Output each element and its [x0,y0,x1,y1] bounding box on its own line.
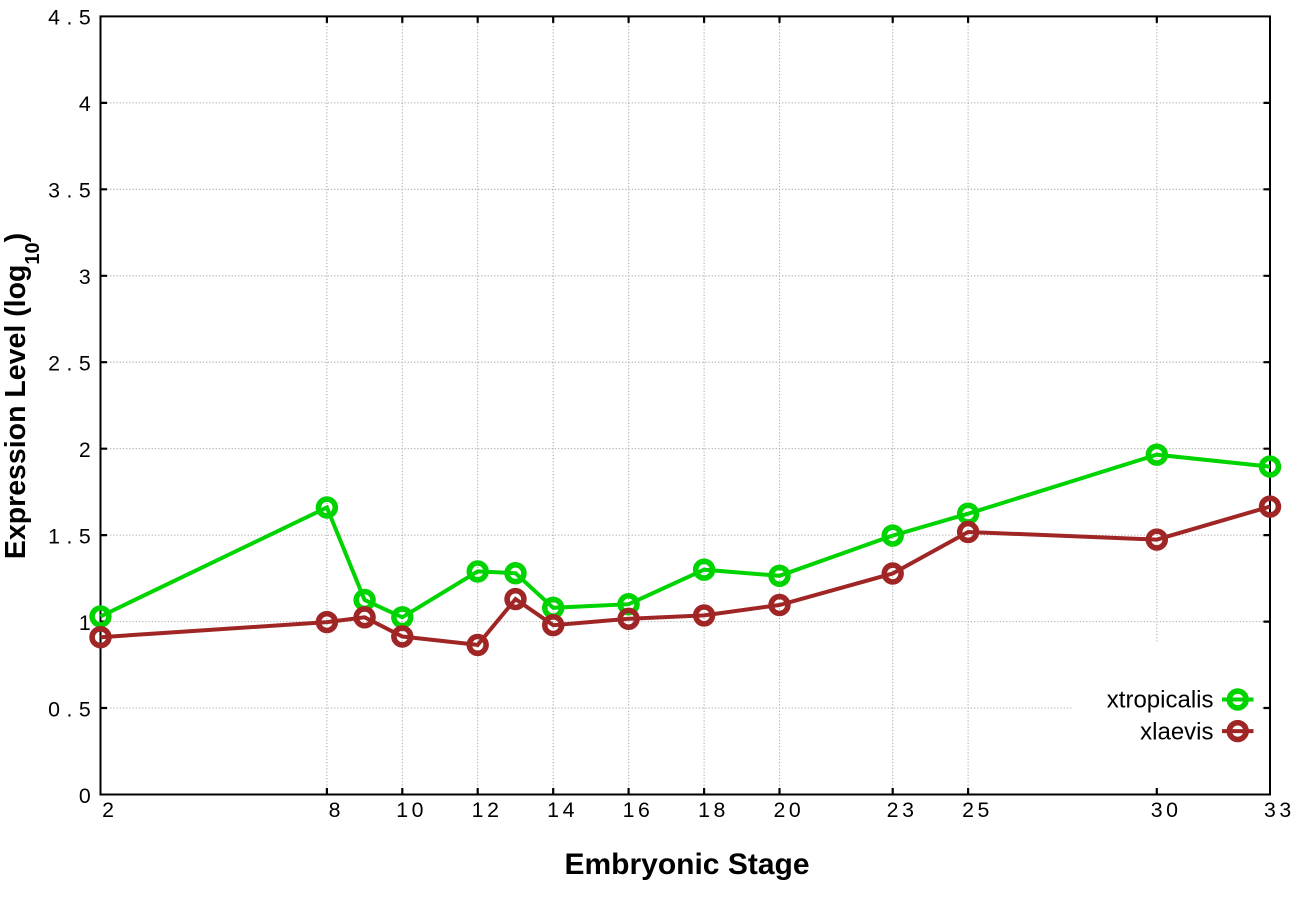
svg-text:2: 2 [79,438,91,462]
svg-text:4: 4 [79,92,91,116]
svg-text:.: . [66,179,72,203]
svg-text:3: 3 [1264,798,1276,822]
svg-text:Embryonic Stage: Embryonic Stage [564,848,809,881]
svg-text:.: . [66,697,72,721]
svg-text:2: 2 [962,798,974,822]
svg-text:6: 6 [638,798,650,822]
svg-text:5: 5 [79,352,91,376]
svg-text:5: 5 [79,6,91,30]
svg-text:1: 1 [79,611,91,635]
svg-text:xtropicalis: xtropicalis [1107,687,1214,714]
svg-text:2: 2 [773,798,785,822]
svg-text:0: 0 [48,697,60,721]
svg-text:5: 5 [79,179,91,203]
svg-text:1: 1 [48,524,60,548]
svg-text:3: 3 [1151,798,1163,822]
svg-text:2: 2 [48,352,60,376]
svg-text:1: 1 [472,798,484,822]
svg-text:0: 0 [412,798,424,822]
svg-text:3: 3 [48,179,60,203]
svg-text:2: 2 [487,798,499,822]
svg-text:1: 1 [698,798,710,822]
svg-text:2: 2 [102,798,114,822]
svg-text:3: 3 [902,798,914,822]
svg-text:4: 4 [48,6,60,30]
svg-text:.: . [66,524,72,548]
svg-text:.: . [66,6,72,30]
svg-text:8: 8 [713,798,725,822]
svg-text:0: 0 [1166,798,1178,822]
svg-text:1: 1 [396,798,408,822]
svg-text:5: 5 [977,798,989,822]
svg-text:2: 2 [887,798,899,822]
svg-text:4: 4 [563,798,575,822]
svg-text:1: 1 [623,798,635,822]
svg-text:1: 1 [547,798,559,822]
svg-text:5: 5 [79,524,91,548]
svg-text:3: 3 [1279,798,1291,822]
svg-text:xlaevis: xlaevis [1140,718,1213,745]
svg-text:5: 5 [79,697,91,721]
svg-text:8: 8 [329,798,341,822]
svg-text:3: 3 [79,265,91,289]
svg-text:0: 0 [79,784,91,808]
svg-text:.: . [66,352,72,376]
svg-text:0: 0 [789,798,801,822]
